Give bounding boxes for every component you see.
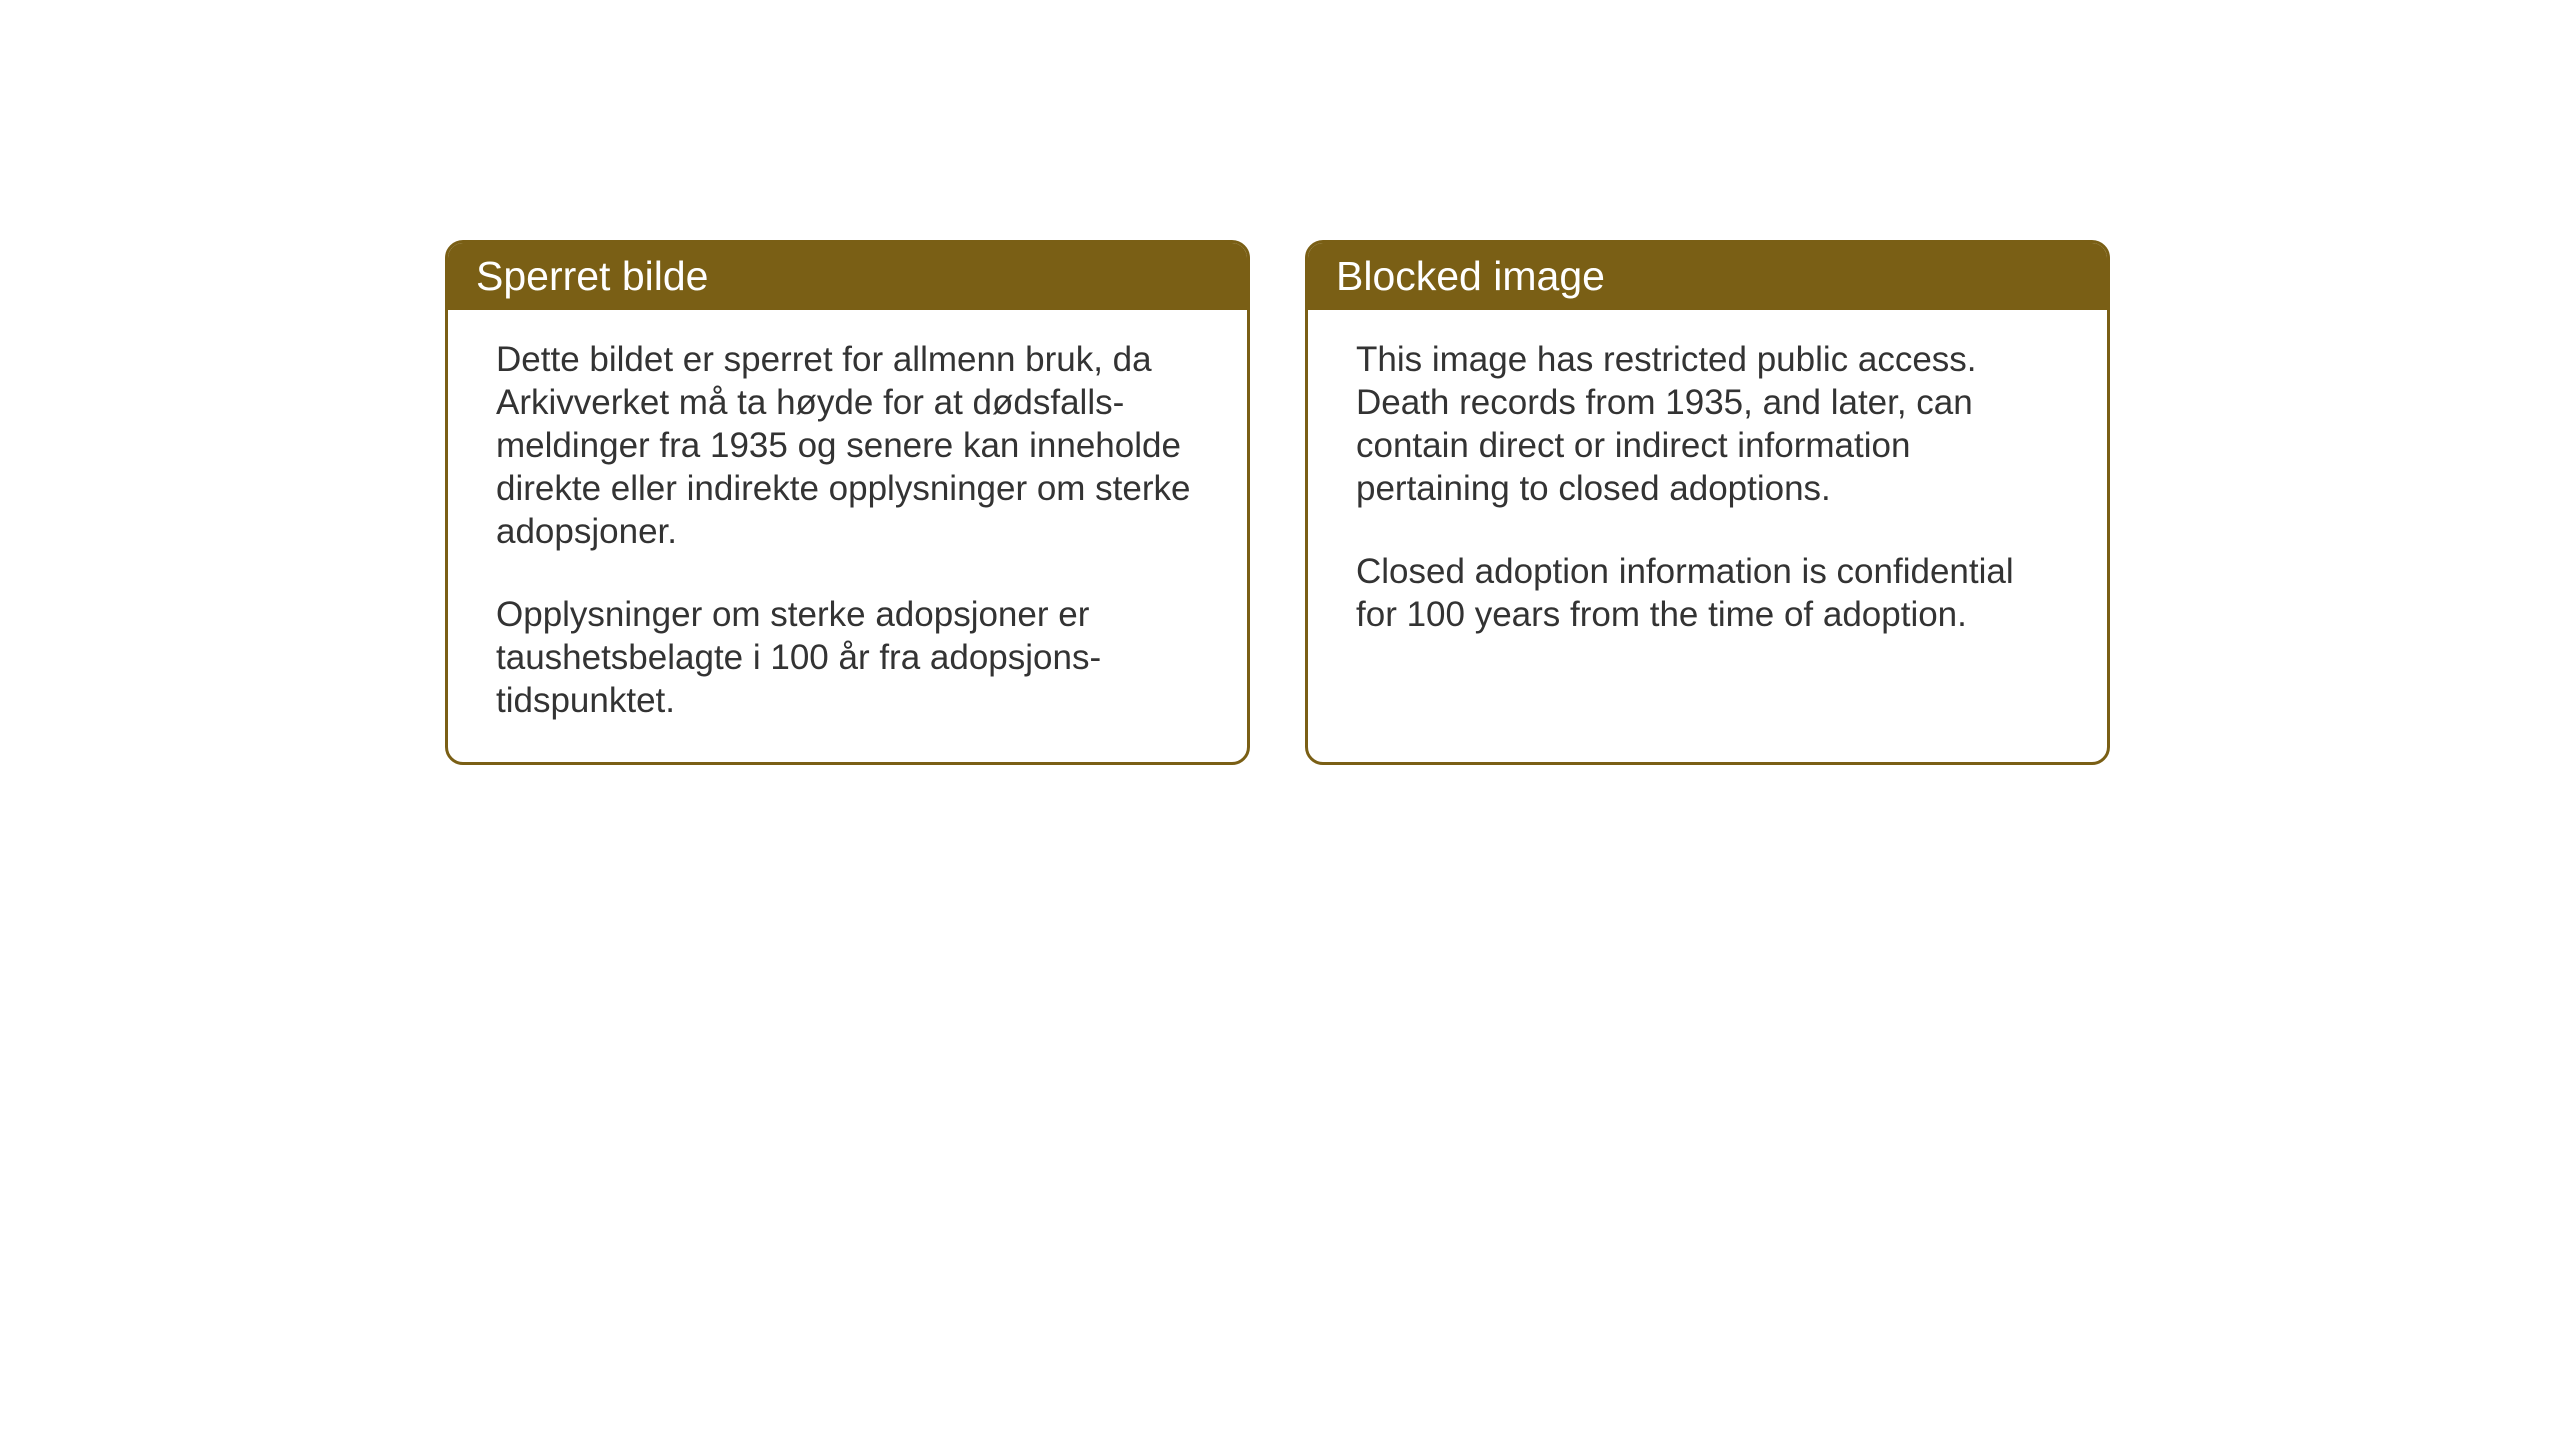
- card-norwegian: Sperret bilde Dette bildet er sperret fo…: [445, 240, 1250, 765]
- card-body-english: This image has restricted public access.…: [1308, 310, 2107, 750]
- card-header-norwegian: Sperret bilde: [448, 243, 1247, 310]
- paragraph-english-1: This image has restricted public access.…: [1356, 338, 2059, 510]
- cards-container: Sperret bilde Dette bildet er sperret fo…: [445, 240, 2110, 765]
- paragraph-norwegian-1: Dette bildet er sperret for allmenn bruk…: [496, 338, 1199, 553]
- card-body-norwegian: Dette bildet er sperret for allmenn bruk…: [448, 310, 1247, 762]
- paragraph-norwegian-2: Opplysninger om sterke adopsjoner er tau…: [496, 593, 1199, 722]
- card-header-english: Blocked image: [1308, 243, 2107, 310]
- paragraph-english-2: Closed adoption information is confident…: [1356, 550, 2059, 636]
- card-english: Blocked image This image has restricted …: [1305, 240, 2110, 765]
